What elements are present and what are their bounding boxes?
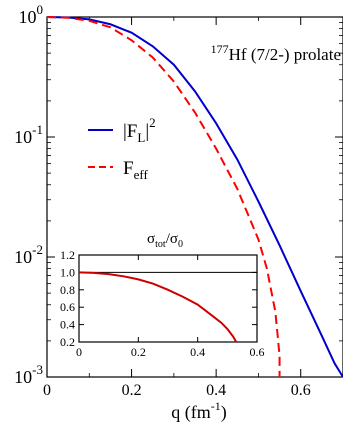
- y-tick-label-1: 10-1: [14, 122, 43, 147]
- series-line-1: [46, 16, 281, 377]
- main-series-group: [46, 16, 343, 378]
- x-tick-label-2: 0.4: [206, 382, 226, 399]
- y-tick-label-3: 10-3: [14, 362, 43, 387]
- legend: |FL|2 Feff: [88, 115, 156, 182]
- inset-title: σtot/σ0: [147, 231, 183, 250]
- x-tick-label-0: 0: [43, 382, 51, 399]
- inset-y-tick-label-0: 0.2: [60, 335, 75, 349]
- inset-plot-frame: [78, 254, 258, 343]
- legend-label-fl: |FL|2: [123, 115, 156, 145]
- y-tick-label-2: 10-2: [14, 242, 43, 267]
- y-tick-label-0: 100: [19, 2, 44, 27]
- main-plot-frame: [46, 16, 343, 378]
- inset-axis-ticks: 0 0.2 0.4 0.60.20.40.60.81.01.2: [60, 248, 265, 359]
- legend-label-feff: Feff: [123, 158, 148, 182]
- inset-background: [79, 255, 257, 342]
- x-axis-label: q (fm-1): [171, 399, 227, 423]
- inset-y-tick-label-5: 1.2: [60, 248, 75, 262]
- inset-x-tick-label-1: 0.2: [131, 345, 146, 359]
- inset-y-tick-label-4: 1.0: [60, 265, 75, 279]
- inset-x-tick-label-3: 0.6: [250, 345, 265, 359]
- inset-series-group: [78, 271, 257, 343]
- series-line-0: [46, 16, 343, 378]
- inset-x-tick-label-2: 0.4: [190, 345, 205, 359]
- inset-x-tick-label-0: 0: [76, 345, 82, 359]
- inset-y-tick-label-1: 0.4: [60, 318, 75, 332]
- inset-y-tick-label-2: 0.6: [60, 300, 75, 314]
- inset-chart: σtot/σ0 0 0.2 0.4 0.60.20.40.60.81.01.2: [60, 231, 265, 359]
- nucleus-mass-number: 177: [211, 42, 229, 56]
- inset-series-line-0: [78, 271, 238, 343]
- nucleus-annotation: 177Hf (7/2-) prolate: [211, 42, 341, 64]
- inset-y-tick-label-3: 0.8: [60, 283, 75, 297]
- x-tick-label-3: 0.6: [291, 382, 311, 399]
- x-tick-label-1: 0.2: [122, 382, 142, 399]
- nucleus-label: Hf (7/2-) prolate: [229, 45, 341, 64]
